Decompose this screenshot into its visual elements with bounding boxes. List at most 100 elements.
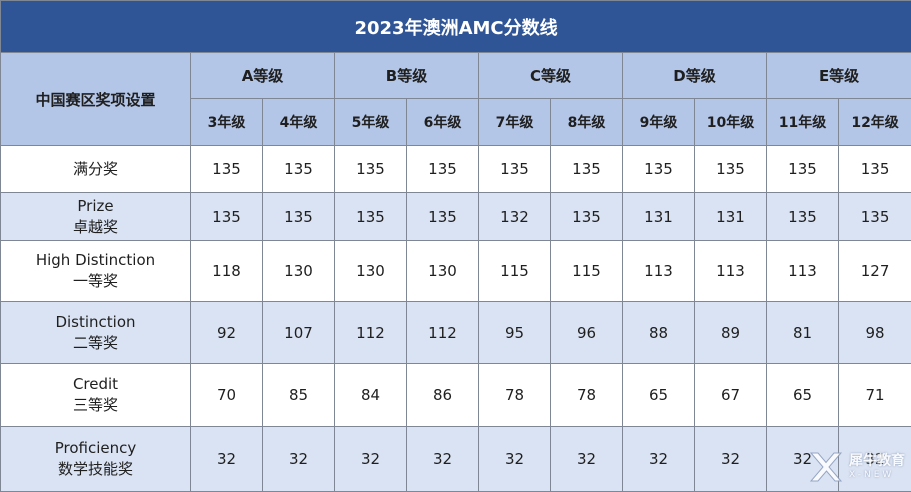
score-cell: 98 [839, 302, 911, 364]
award-name-en: Credit [1, 374, 190, 395]
score-cell: 135 [767, 146, 839, 193]
score-cell: 135 [263, 146, 335, 193]
score-cell: 127 [839, 241, 911, 302]
score-cell: 96 [551, 302, 623, 364]
table-row: 满分奖 135 135 135 135 135 135 135 135 135 … [1, 146, 911, 193]
score-cell: 132 [479, 193, 551, 241]
score-cell: 130 [263, 241, 335, 302]
level-header-e: E等级 [767, 53, 911, 99]
score-cell: 32 [551, 427, 623, 492]
score-cell: 88 [623, 302, 695, 364]
score-cell: 130 [335, 241, 407, 302]
score-cell: 135 [335, 193, 407, 241]
score-cell: 84 [335, 364, 407, 427]
score-cell: 130 [407, 241, 479, 302]
score-cell: 135 [407, 193, 479, 241]
score-cell: 135 [695, 146, 767, 193]
award-label: Proficiency 数学技能奖 [1, 427, 191, 492]
score-cell: 135 [335, 146, 407, 193]
table-row: Credit 三等奖 70 85 84 86 78 78 65 67 65 71 [1, 364, 911, 427]
score-cell: 32 [479, 427, 551, 492]
score-cell: 115 [551, 241, 623, 302]
award-label: Prize 卓越奖 [1, 193, 191, 241]
score-cell: 95 [479, 302, 551, 364]
level-header-a: A等级 [191, 53, 335, 99]
score-cell: 112 [335, 302, 407, 364]
grade-header: 6年级 [407, 99, 479, 146]
score-cell: 135 [191, 146, 263, 193]
score-cell: 70 [191, 364, 263, 427]
score-cell: 135 [407, 146, 479, 193]
score-cell: 67 [695, 364, 767, 427]
award-name-cn: 数学技能奖 [1, 459, 190, 480]
score-cell: 81 [767, 302, 839, 364]
award-name-cn: 满分奖 [1, 159, 190, 180]
score-cell: 32 [695, 427, 767, 492]
score-cell: 85 [263, 364, 335, 427]
grade-header: 5年级 [335, 99, 407, 146]
award-name-en: Distinction [1, 312, 190, 333]
table-row: High Distinction 一等奖 118 130 130 130 115… [1, 241, 911, 302]
score-cell: 92 [191, 302, 263, 364]
grade-header: 9年级 [623, 99, 695, 146]
score-cell: 113 [623, 241, 695, 302]
score-cell: 135 [767, 193, 839, 241]
score-cell: 131 [695, 193, 767, 241]
level-header-d: D等级 [623, 53, 767, 99]
award-name-cn: 卓越奖 [1, 217, 190, 238]
award-name-en: Prize [1, 196, 190, 217]
score-cell: 65 [767, 364, 839, 427]
award-label: High Distinction 一等奖 [1, 241, 191, 302]
score-cell: 113 [767, 241, 839, 302]
score-cell: 32 [263, 427, 335, 492]
award-label: Credit 三等奖 [1, 364, 191, 427]
grade-header: 3年级 [191, 99, 263, 146]
award-name-cn: 一等奖 [1, 271, 190, 292]
score-cell: 135 [839, 146, 911, 193]
grade-header: 12年级 [839, 99, 911, 146]
score-cell: 118 [191, 241, 263, 302]
score-cell: 86 [407, 364, 479, 427]
grade-header: 8年级 [551, 99, 623, 146]
award-name-en: Proficiency [1, 438, 190, 459]
score-cell: 89 [695, 302, 767, 364]
score-cell: 65 [623, 364, 695, 427]
grade-header: 10年级 [695, 99, 767, 146]
score-cell: 115 [479, 241, 551, 302]
grade-header: 4年级 [263, 99, 335, 146]
score-cell: 107 [263, 302, 335, 364]
score-cell: 32 [839, 427, 911, 492]
score-cell: 32 [407, 427, 479, 492]
level-header-c: C等级 [479, 53, 623, 99]
score-cell: 135 [623, 146, 695, 193]
score-cell: 112 [407, 302, 479, 364]
row-header: 中国赛区奖项设置 [1, 53, 191, 146]
score-cell: 78 [479, 364, 551, 427]
score-cell: 135 [263, 193, 335, 241]
table-row: Proficiency 数学技能奖 32 32 32 32 32 32 32 3… [1, 427, 911, 492]
score-cell: 32 [335, 427, 407, 492]
score-cell: 113 [695, 241, 767, 302]
grade-header: 11年级 [767, 99, 839, 146]
score-cell: 71 [839, 364, 911, 427]
award-name-en: High Distinction [1, 250, 190, 271]
grade-header: 7年级 [479, 99, 551, 146]
score-cell: 135 [479, 146, 551, 193]
award-name-cn: 二等奖 [1, 333, 190, 354]
award-name-cn: 三等奖 [1, 395, 190, 416]
table-title: 2023年澳洲AMC分数线 [1, 1, 911, 53]
score-cell: 78 [551, 364, 623, 427]
table-row: Prize 卓越奖 135 135 135 135 132 135 131 13… [1, 193, 911, 241]
award-label: 满分奖 [1, 146, 191, 193]
score-cell: 32 [191, 427, 263, 492]
score-cell: 131 [623, 193, 695, 241]
table-row: Distinction 二等奖 92 107 112 112 95 96 88 … [1, 302, 911, 364]
award-label: Distinction 二等奖 [1, 302, 191, 364]
score-cell: 135 [551, 146, 623, 193]
score-cell: 135 [191, 193, 263, 241]
score-cell: 32 [767, 427, 839, 492]
level-header-b: B等级 [335, 53, 479, 99]
score-cell: 135 [551, 193, 623, 241]
